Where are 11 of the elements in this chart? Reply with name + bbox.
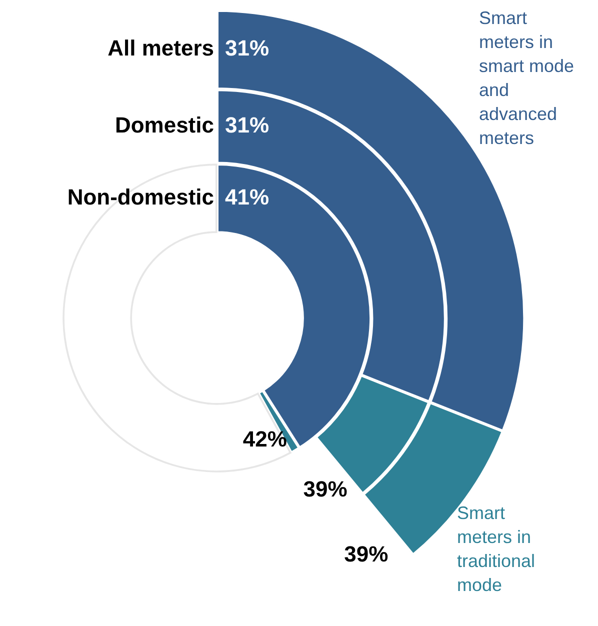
slice-label: Smart meters in traditional mode xyxy=(457,502,536,595)
text: 42% xyxy=(242,426,287,452)
data-label: 31% xyxy=(225,36,270,61)
slice-label: Non-domestic xyxy=(67,184,214,210)
slice-label: All meters xyxy=(108,36,214,61)
data-label: 31% xyxy=(225,112,270,138)
slice-label: Domestic xyxy=(114,112,214,138)
slice-label: Smart meters in smart mode and advanced meters xyxy=(479,8,574,148)
data-label: 41% xyxy=(225,184,270,210)
text: 39% xyxy=(344,541,388,566)
text: 39% xyxy=(303,476,348,502)
